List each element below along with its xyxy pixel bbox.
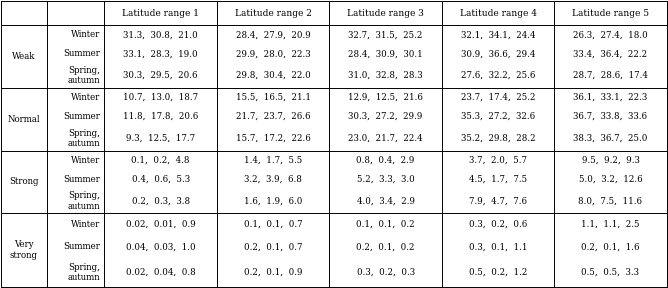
Text: 29.9,  28.0,  22.3: 29.9, 28.0, 22.3 — [236, 49, 311, 58]
Text: 32.1,  34.1,  24.4: 32.1, 34.1, 24.4 — [461, 30, 535, 39]
Text: 3.2,  3.9,  6.8: 3.2, 3.9, 6.8 — [244, 175, 302, 183]
Text: 27.6,  32.2,  25.6: 27.6, 32.2, 25.6 — [461, 71, 535, 80]
Text: 0.2,  0.1,  1.6: 0.2, 0.1, 1.6 — [581, 242, 640, 251]
Text: 4.0,  3.4,  2.9: 4.0, 3.4, 2.9 — [357, 196, 415, 205]
Text: 31.3,  30.8,  21.0: 31.3, 30.8, 21.0 — [124, 30, 198, 39]
Text: 0.3,  0.2,  0.6: 0.3, 0.2, 0.6 — [469, 220, 527, 229]
Text: 4.5,  1.7,  7.5: 4.5, 1.7, 7.5 — [469, 175, 527, 183]
Text: Latitude range 3: Latitude range 3 — [347, 9, 424, 18]
Text: 0.4,  0.6,  5.3: 0.4, 0.6, 5.3 — [132, 175, 190, 183]
Text: 1.6,  1.9,  6.0: 1.6, 1.9, 6.0 — [244, 196, 303, 205]
Text: 11.8,  17.8,  20.6: 11.8, 17.8, 20.6 — [123, 112, 198, 121]
Text: Winter: Winter — [71, 220, 100, 229]
Text: 0.3,  0.1,  1.1: 0.3, 0.1, 1.1 — [469, 242, 527, 251]
Text: 12.9,  12.5,  21.6: 12.9, 12.5, 21.6 — [348, 93, 423, 102]
Text: 28.4,  30.9,  30.1: 28.4, 30.9, 30.1 — [348, 49, 423, 58]
Text: 1.1,  1.1,  2.5: 1.1, 1.1, 2.5 — [581, 220, 640, 229]
Text: 0.02,  0.01,  0.9: 0.02, 0.01, 0.9 — [126, 220, 196, 229]
Text: 38.3,  36.7,  25.0: 38.3, 36.7, 25.0 — [573, 134, 648, 143]
Text: 21.7,  23.7,  26.6: 21.7, 23.7, 26.6 — [236, 112, 311, 121]
Text: 0.1,  0.1,  0.7: 0.1, 0.1, 0.7 — [244, 220, 303, 229]
Text: 9.5,  9.2,  9.3: 9.5, 9.2, 9.3 — [582, 156, 639, 165]
Text: 29.8,  30.4,  22.0: 29.8, 30.4, 22.0 — [236, 71, 311, 80]
Text: 0.2,  0.1,  0.7: 0.2, 0.1, 0.7 — [244, 242, 303, 251]
Text: Winter: Winter — [71, 156, 100, 165]
Text: 3.7,  2.0,  5.7: 3.7, 2.0, 5.7 — [469, 156, 527, 165]
Text: 0.2,  0.3,  3.8: 0.2, 0.3, 3.8 — [132, 196, 190, 205]
Text: Latitude range 4: Latitude range 4 — [460, 9, 536, 18]
Text: 30.3,  27.2,  29.9: 30.3, 27.2, 29.9 — [349, 112, 423, 121]
Text: 33.4,  36.4,  22.2: 33.4, 36.4, 22.2 — [573, 49, 647, 58]
Text: 23.0,  21.7,  22.4: 23.0, 21.7, 22.4 — [348, 134, 423, 143]
Text: Spring,
autumn: Spring, autumn — [68, 191, 100, 211]
Text: 32.7,  31.5,  25.2: 32.7, 31.5, 25.2 — [349, 30, 423, 39]
Text: 0.2,  0.1,  0.2: 0.2, 0.1, 0.2 — [356, 242, 415, 251]
Text: Strong: Strong — [9, 177, 39, 186]
Text: 28.4,  27.9,  20.9: 28.4, 27.9, 20.9 — [236, 30, 311, 39]
Text: Latitude range 1: Latitude range 1 — [122, 9, 199, 18]
Text: 35.2,  29.8,  28.2: 35.2, 29.8, 28.2 — [461, 134, 535, 143]
Text: Winter: Winter — [71, 30, 100, 39]
Text: 15.5,  16.5,  21.1: 15.5, 16.5, 21.1 — [236, 93, 311, 102]
Text: 23.7,  17.4,  25.2: 23.7, 17.4, 25.2 — [461, 93, 535, 102]
Text: 0.04,  0.03,  1.0: 0.04, 0.03, 1.0 — [126, 242, 196, 251]
Text: 10.7,  13.0,  18.7: 10.7, 13.0, 18.7 — [123, 93, 198, 102]
Text: 0.5,  0.5,  3.3: 0.5, 0.5, 3.3 — [581, 268, 639, 277]
Text: Normal: Normal — [7, 115, 40, 124]
Text: 28.7,  28.6,  17.4: 28.7, 28.6, 17.4 — [573, 71, 648, 80]
Text: 9.3,  12.5,  17.7: 9.3, 12.5, 17.7 — [126, 134, 195, 143]
Text: 0.3,  0.2,  0.3: 0.3, 0.2, 0.3 — [357, 268, 415, 277]
Text: 26.3,  27.4,  18.0: 26.3, 27.4, 18.0 — [573, 30, 648, 39]
Text: 0.02,  0.04,  0.8: 0.02, 0.04, 0.8 — [126, 268, 196, 277]
Text: 15.7,  17.2,  22.6: 15.7, 17.2, 22.6 — [236, 134, 311, 143]
Text: 31.0,  32.8,  28.3: 31.0, 32.8, 28.3 — [348, 71, 423, 80]
Text: 33.1,  28.3,  19.0: 33.1, 28.3, 19.0 — [124, 49, 198, 58]
Text: 36.7,  33.8,  33.6: 36.7, 33.8, 33.6 — [573, 112, 647, 121]
Text: Latitude range 2: Latitude range 2 — [234, 9, 311, 18]
Text: 35.3,  27.2,  32.6: 35.3, 27.2, 32.6 — [461, 112, 535, 121]
Text: Winter: Winter — [71, 93, 100, 102]
Text: 8.0,  7.5,  11.6: 8.0, 7.5, 11.6 — [578, 196, 643, 205]
Text: 0.1,  0.1,  0.2: 0.1, 0.1, 0.2 — [356, 220, 415, 229]
Text: 30.3,  29.5,  20.6: 30.3, 29.5, 20.6 — [124, 71, 198, 80]
Text: 1.4,  1.7,  5.5: 1.4, 1.7, 5.5 — [244, 156, 302, 165]
Text: Latitude range 5: Latitude range 5 — [572, 9, 649, 18]
Text: 0.2,  0.1,  0.9: 0.2, 0.1, 0.9 — [244, 268, 303, 277]
Text: Summer: Summer — [63, 175, 100, 183]
Text: Spring,
autumn: Spring, autumn — [68, 128, 100, 148]
Text: Weak: Weak — [12, 52, 35, 61]
Text: Very
strong: Very strong — [10, 240, 38, 260]
Text: Summer: Summer — [63, 112, 100, 121]
Text: 0.8,  0.4,  2.9: 0.8, 0.4, 2.9 — [356, 156, 415, 165]
Text: Spring,
autumn: Spring, autumn — [68, 263, 100, 282]
Text: Summer: Summer — [63, 49, 100, 58]
Text: 30.9,  36.6,  29.4: 30.9, 36.6, 29.4 — [461, 49, 535, 58]
Text: 5.2,  3.3,  3.0: 5.2, 3.3, 3.0 — [357, 175, 414, 183]
Text: 7.9,  4.7,  7.6: 7.9, 4.7, 7.6 — [469, 196, 527, 205]
Text: Spring,
autumn: Spring, autumn — [68, 66, 100, 85]
Text: 5.0,  3.2,  12.6: 5.0, 3.2, 12.6 — [578, 175, 642, 183]
Text: Summer: Summer — [63, 242, 100, 251]
Text: 36.1,  33.1,  22.3: 36.1, 33.1, 22.3 — [573, 93, 647, 102]
Text: 0.5,  0.2,  1.2: 0.5, 0.2, 1.2 — [469, 268, 527, 277]
Text: 0.1,  0.2,  4.8: 0.1, 0.2, 4.8 — [132, 156, 190, 165]
